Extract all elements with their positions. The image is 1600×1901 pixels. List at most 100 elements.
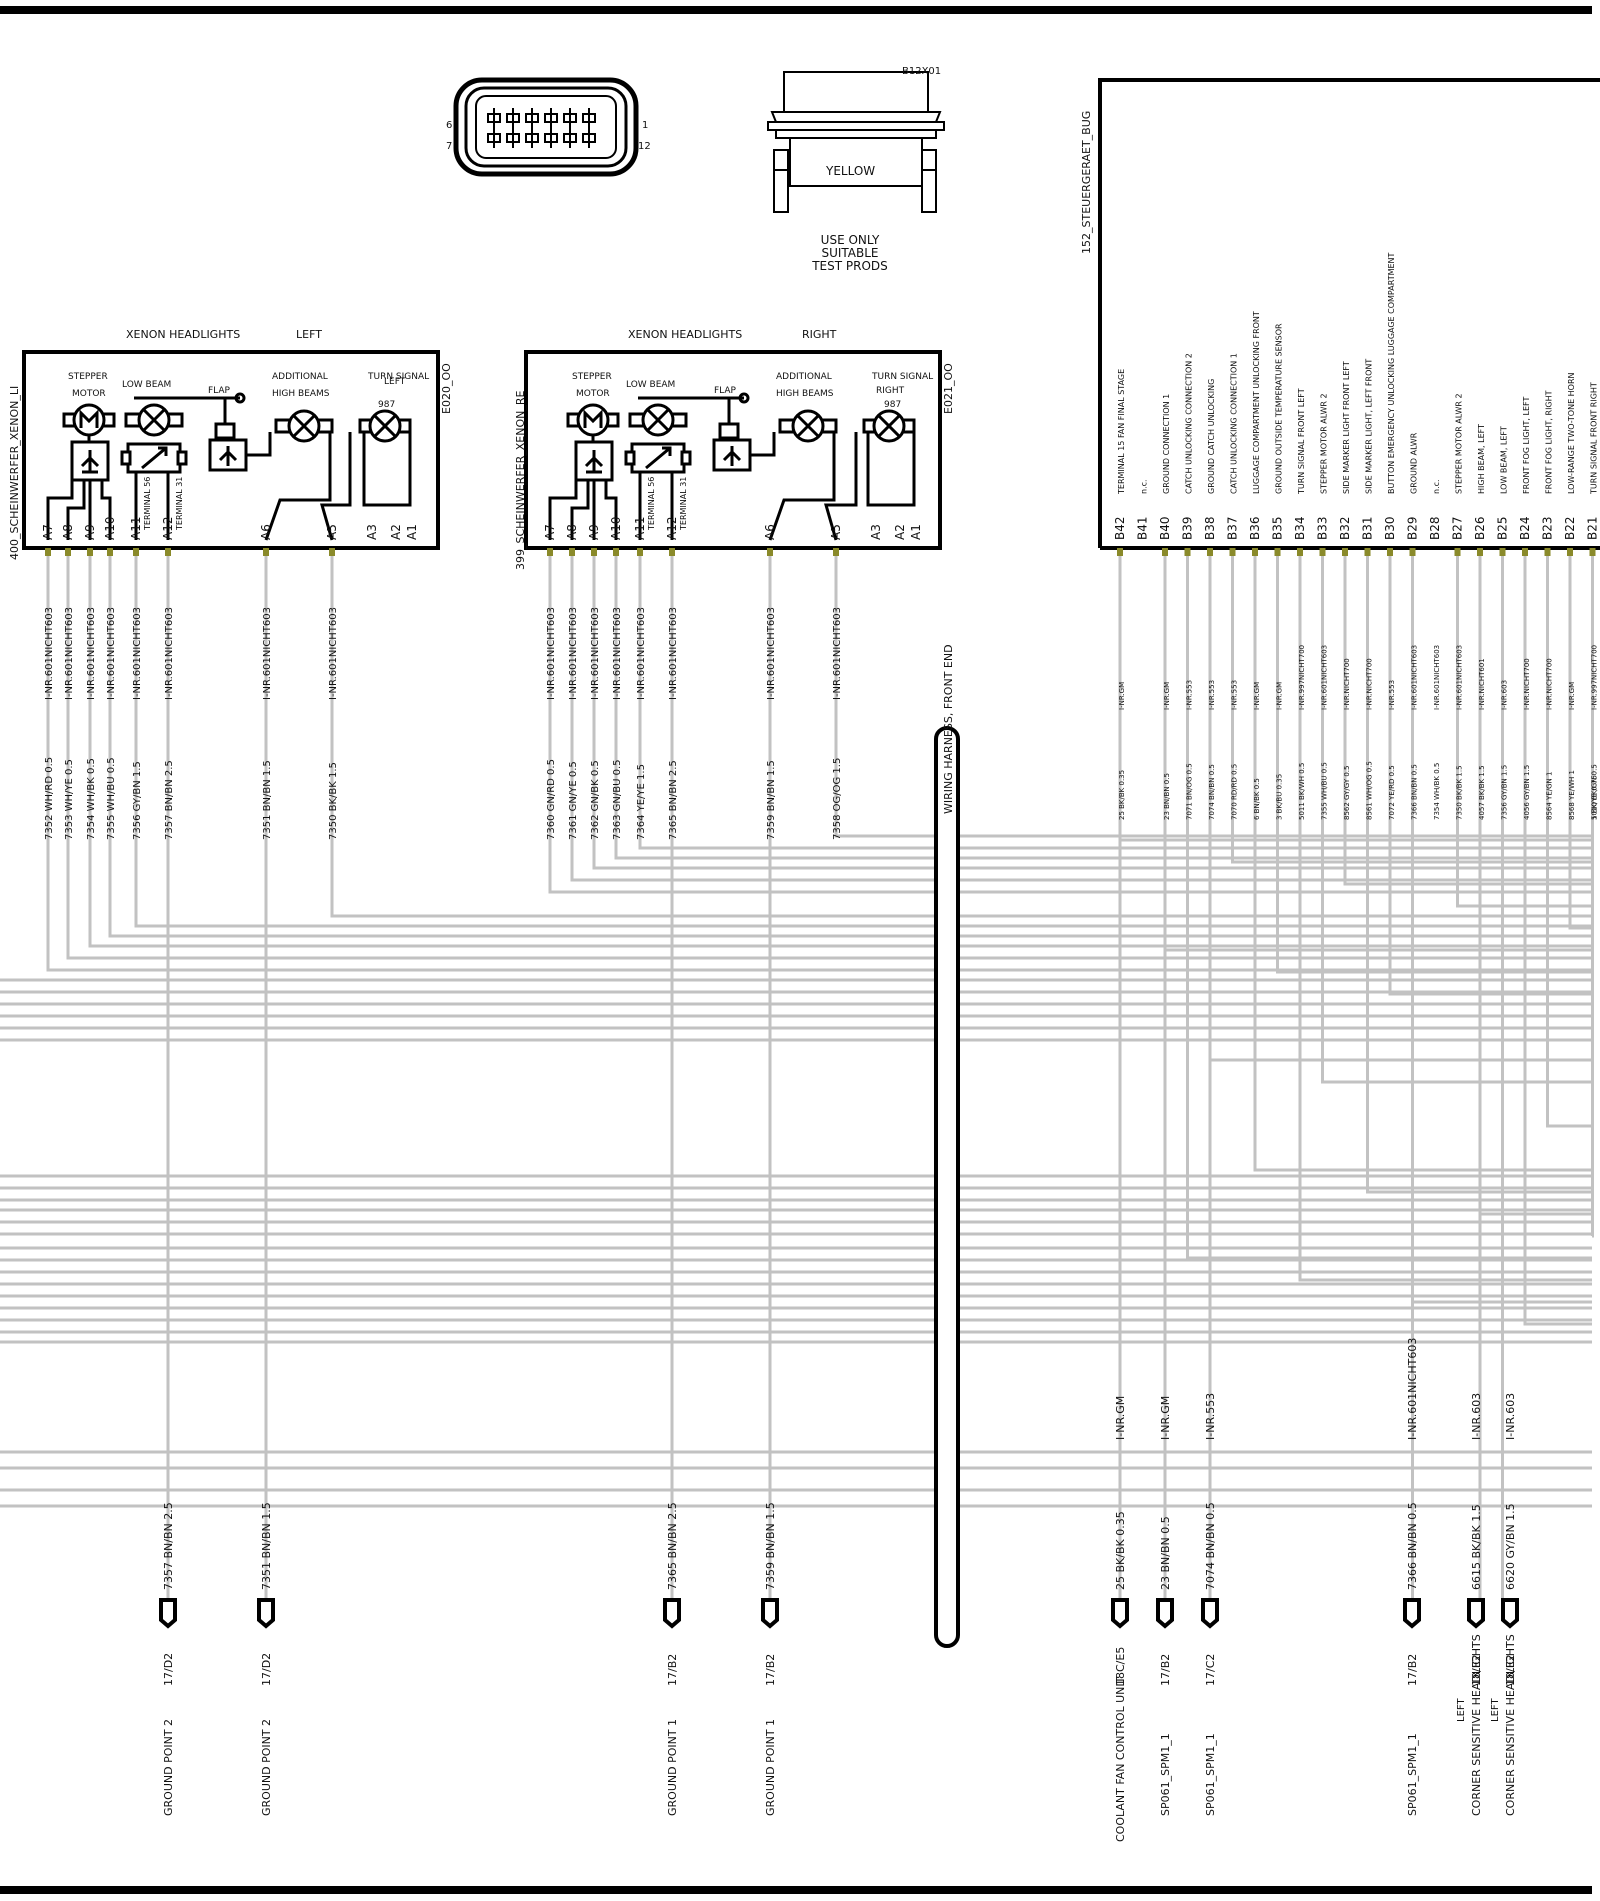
connector-color: YELLOW: [825, 164, 875, 178]
wire-color-label: 8568 YE/WH 1: [1568, 770, 1576, 820]
wire: [570, 556, 1592, 882]
wire-color-label: 7355 WH/BU 0.5: [1321, 762, 1329, 820]
reference-label: 17/C2: [1204, 1654, 1217, 1686]
terminal-31-label: TERMINAL 31: [679, 477, 688, 531]
right-headlight-header: XENON HEADLIGHTS: [628, 328, 742, 341]
wire-code-label: I-NR.553: [1231, 680, 1239, 710]
wire-color-label: 7356 GY/BN 1.5: [1501, 765, 1509, 820]
pin-label: A5: [325, 524, 339, 540]
pin-terminal: [65, 548, 71, 556]
wire: [1388, 556, 1592, 996]
pin-label: B40: [1158, 516, 1172, 540]
pin-terminal: [1162, 548, 1168, 556]
pin-terminal: [1499, 548, 1506, 556]
wire-code-label: I-NR.GM: [1253, 682, 1261, 710]
wire: [1276, 556, 1592, 974]
reference-label: 17/B2: [666, 1654, 679, 1686]
pin-label: A8: [565, 524, 579, 540]
pin-function-label: BUTTON EMERGENCY UNLOCKING LUGGAGE COMPA…: [1387, 252, 1396, 494]
wire: [614, 556, 1592, 860]
wire-color-label: 23 BN/BN 0.5: [1159, 1516, 1172, 1590]
right-headlight-name: 399_SCHEINWERFER_XENON_RE: [514, 391, 527, 570]
wire-code-label: I-NR.601NICHT603: [44, 607, 55, 700]
low-beam-label: LOW BEAM: [626, 380, 675, 390]
high-beams-label: HIGH BEAMS: [776, 389, 834, 399]
connector-arrow-icon: [1501, 1598, 1519, 1629]
pin-terminal: [591, 548, 597, 556]
wire-color-label: 25 BK/BK 0.35: [1114, 1511, 1127, 1590]
reference-label: 18/E2: [1470, 1654, 1483, 1686]
wire-color-label: 4057 BK/BK 1.5: [1478, 765, 1486, 820]
wire-code-label: I-NR.601NICHT603: [1406, 1338, 1419, 1440]
pin-function-label: CATCH UNLOCKING CONNECTION 2: [1185, 353, 1194, 494]
pin-function-label: FRONT FOG LIGHT, RIGHT: [1545, 390, 1554, 494]
wire-color-label: 7359 BN/BN 1.5: [766, 760, 777, 840]
wire-code-label: I-NR.GM: [1114, 1396, 1127, 1440]
pin-terminal: [133, 548, 139, 556]
wire: [330, 556, 1592, 918]
wire-color-label: 3 BK/BU 0.35: [1276, 774, 1284, 820]
wire: [1523, 556, 1592, 1326]
wire-color-label: 7364 YE/YE 1.5: [636, 764, 647, 840]
wire-code-label: I-NR.601NICHT603: [590, 607, 601, 700]
pin-label: A9: [587, 524, 601, 540]
low-beam-label: LOW BEAM: [122, 380, 171, 390]
pin-terminal: [1544, 548, 1551, 556]
pin-label: A3: [869, 524, 883, 540]
motor-label: MOTOR: [72, 389, 106, 399]
pin-label: A2: [893, 524, 907, 540]
stepper-label: STEPPER: [572, 372, 612, 382]
pin-function-label: STEPPER MOTOR ALWR 2: [1320, 393, 1329, 494]
wire: [134, 556, 1592, 928]
pin-label: B25: [1496, 516, 1510, 540]
pin-terminal: [833, 548, 839, 556]
destination-label: GROUND POINT 1: [764, 1719, 777, 1816]
pin-label: B33: [1316, 516, 1330, 540]
connector-arrow-icon: [1111, 1598, 1129, 1629]
wire-color-label: 7072 YE/RD 0.5: [1388, 765, 1396, 820]
connector-arrow-icon: [663, 1598, 681, 1629]
wire-code-label: I-NR.601NICHT603: [636, 607, 647, 700]
destination-label: SP061_SPM1_1: [1406, 1733, 1419, 1816]
flap-label: FLAP: [208, 386, 231, 396]
wire-code-label: I-NR.601NICHT603: [262, 607, 273, 700]
wire-color-label: 6620 GY/BN 1.5: [1504, 1503, 1517, 1590]
connector-pin-label: 7: [446, 141, 452, 152]
wire: [1568, 556, 1592, 930]
pin-terminal: [1409, 548, 1416, 556]
wire: [88, 556, 1592, 948]
wire-color-label: 7362 GN/BK 0.5: [590, 760, 601, 840]
wire-color-label: 7353 WH/YE 0.5: [64, 759, 75, 840]
motor-label: MOTOR: [576, 389, 610, 399]
control-unit-name: 152_STEUERGERAET_BUG: [1080, 111, 1093, 254]
pin-function-label: LOW BEAM, LEFT: [1500, 426, 1509, 494]
wire-code-label: I-NR.NICHT700: [1343, 658, 1351, 710]
pin-label: B36: [1248, 516, 1262, 540]
pin-label: B35: [1271, 516, 1285, 540]
wire: [108, 556, 1592, 938]
pin-label: A12: [161, 517, 175, 540]
pin-function-label: SIDE MARKER LIGHT FRONT LEFT: [1342, 361, 1351, 494]
pin-label: A8: [61, 524, 75, 540]
destination-side-label: LEFT: [1456, 1698, 1467, 1722]
pin-label: A6: [259, 524, 273, 540]
destination-side-label: LEFT: [1490, 1698, 1501, 1722]
turn-signal-label: TURN SIGNAL: [871, 372, 933, 382]
top-border: [0, 6, 1592, 14]
wire-color-label: 4056 GY/BN 1.5: [1523, 765, 1531, 820]
pin-terminal: [329, 548, 335, 556]
pin-terminal: [1319, 548, 1326, 556]
wire: [548, 556, 1592, 894]
pin-terminal: [767, 548, 773, 556]
wire-code-label: I-NR.NICHT700: [1366, 658, 1374, 710]
pin-label: A3: [365, 524, 379, 540]
destination-label: SP061_SPM1_1: [1204, 1733, 1217, 1816]
pin-terminal: [1522, 548, 1528, 556]
right-headlight-code: E021_OO: [942, 363, 955, 414]
destination-label: CORNER SENSITIVE HEADLIGHTS: [1470, 1634, 1483, 1816]
wire-color-label: 1 BK/YE 0.75: [1591, 775, 1599, 820]
wire: [66, 556, 1592, 960]
pin-label: B31: [1361, 516, 1375, 540]
connector-arrow-icon: [1201, 1598, 1219, 1629]
pin-label: B24: [1518, 516, 1532, 540]
